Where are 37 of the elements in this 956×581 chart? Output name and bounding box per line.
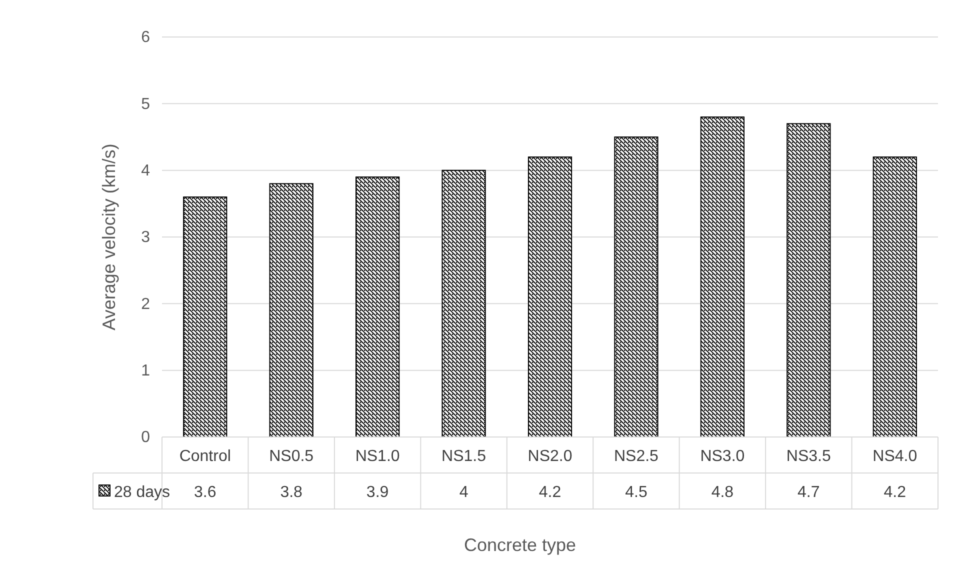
y-tick-label: 3 xyxy=(141,229,150,246)
bar xyxy=(700,116,744,438)
data-label: 4.2 xyxy=(538,484,562,501)
bar xyxy=(528,156,572,438)
data-label: 3.9 xyxy=(366,484,389,501)
y-tick-label: 2 xyxy=(141,296,150,313)
y-tick-label: 1 xyxy=(141,362,150,380)
bar xyxy=(183,196,228,438)
x-tick-label: NS1.5 xyxy=(442,448,486,465)
x-tick-label: NS4.0 xyxy=(872,448,918,465)
bar xyxy=(442,170,486,438)
x-tick-label: NS2.5 xyxy=(614,448,659,465)
y-tick-label: 4 xyxy=(141,162,150,180)
legend-label: 28 days xyxy=(114,484,170,501)
bar xyxy=(356,176,400,438)
y-tick-label: 6 xyxy=(141,29,150,46)
data-label: 4.2 xyxy=(884,484,906,501)
data-label: 4.8 xyxy=(711,484,734,501)
x-tick-label: NS2.0 xyxy=(528,448,572,465)
data-label: 3.6 xyxy=(194,484,216,501)
x-axis-title: Concrete type xyxy=(464,535,576,555)
y-axis-title: Average velocity (km/s) xyxy=(99,144,119,330)
data-label: 3.8 xyxy=(280,484,303,501)
x-tick-label: NS3.5 xyxy=(786,448,832,465)
bar xyxy=(269,183,314,438)
bar xyxy=(786,123,831,438)
bar xyxy=(614,136,658,438)
x-tick-label: Control xyxy=(179,448,231,465)
y-tick-label: 5 xyxy=(141,96,150,113)
bar xyxy=(872,156,917,438)
y-tick-label: 0 xyxy=(141,429,150,446)
x-tick-label: NS1.0 xyxy=(355,448,400,465)
x-tick-label: NS3.0 xyxy=(700,448,745,465)
x-tick-label: NS0.5 xyxy=(269,448,314,465)
data-label: 4 xyxy=(459,484,468,501)
data-label: 4.5 xyxy=(625,484,648,501)
data-label: 4.7 xyxy=(798,484,820,501)
